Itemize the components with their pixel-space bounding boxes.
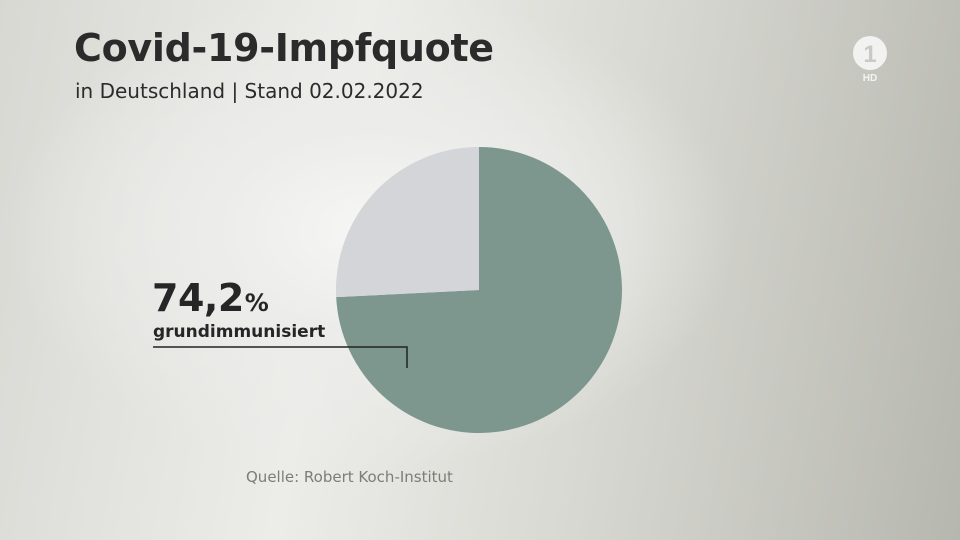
pie-slice-remainder — [336, 147, 479, 298]
callout-leader-line — [153, 346, 408, 368]
immunised-percentage: 74,2 — [152, 276, 244, 320]
hd-badge: HD — [863, 73, 877, 83]
percent-sign: % — [244, 289, 269, 317]
source-note: Quelle: Robert Koch-Institut — [246, 468, 453, 486]
chart-subtitle: in Deutschland | Stand 02.02.2022 — [75, 79, 424, 103]
immunised-value-label: 74,2% — [152, 276, 269, 320]
das-erste-hd-logo: 1 HD — [853, 36, 887, 83]
pie-slices — [336, 147, 622, 433]
immunised-caption: grundimmunisiert — [153, 322, 326, 342]
logo-one: 1 — [863, 41, 876, 68]
chart-title: Covid-19-Impfquote — [74, 26, 494, 70]
